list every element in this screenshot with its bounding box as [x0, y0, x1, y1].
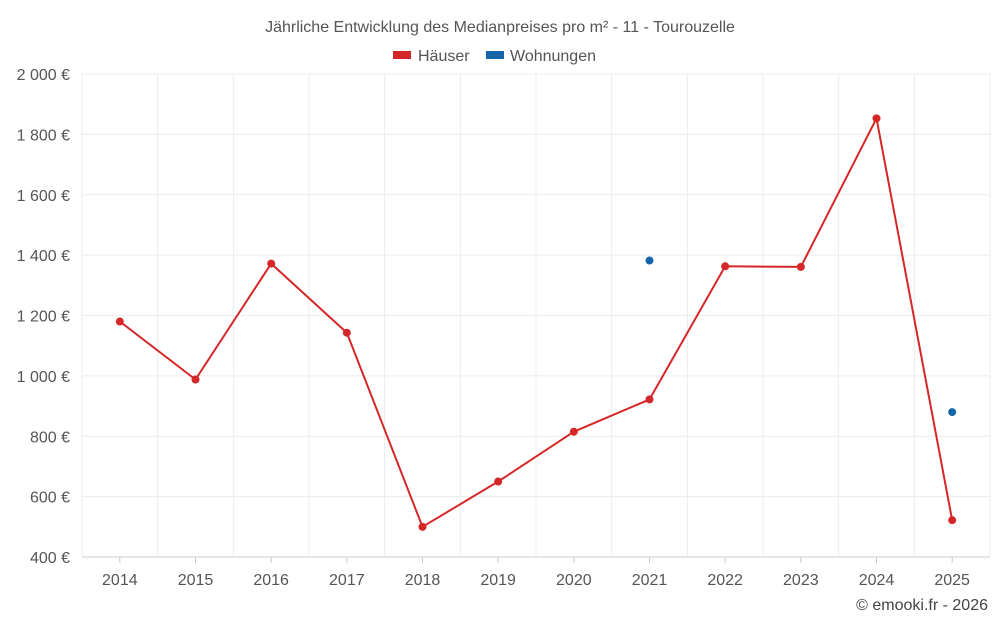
credit-text: © emooki.fr - 2026	[856, 597, 988, 614]
y-tick-label: 1 400 €	[17, 248, 70, 265]
y-tick-label: 400 €	[30, 550, 70, 567]
series-line-houses	[119, 117, 954, 528]
y-tick-label: 1 000 €	[17, 369, 70, 386]
y-tick-label: 1 800 €	[17, 127, 70, 144]
x-tick-label: 2025	[934, 572, 970, 589]
legend: Häuser Wohnungen	[393, 48, 596, 65]
y-tick-label: 600 €	[30, 490, 70, 507]
data-point-houses	[342, 328, 351, 337]
x-tick-label: 2023	[783, 572, 819, 589]
y-tick-label: 800 €	[30, 429, 70, 446]
x-tick-label: 2017	[329, 572, 365, 589]
grid	[81, 73, 991, 558]
series-layer	[115, 114, 957, 531]
data-point-houses	[645, 395, 654, 404]
x-tick-label: 2020	[556, 572, 592, 589]
axes: 400 € 600 € 800 € 1 000 € 1 200 € 1 400 € 1 60…	[17, 67, 970, 589]
legend-swatch-houses	[393, 51, 411, 59]
data-point-houses	[267, 259, 276, 268]
data-point-houses	[418, 522, 427, 531]
legend-label-apartments: Wohnungen	[510, 48, 596, 65]
legend-item-houses[interactable]: Häuser	[393, 48, 470, 65]
data-point-apartments	[948, 408, 957, 417]
y-tick-label: 1 600 €	[17, 188, 70, 205]
x-tick-label: 2015	[178, 572, 214, 589]
data-point-houses	[569, 427, 578, 436]
y-tick-label: 1 200 €	[17, 309, 70, 326]
legend-label-houses: Häuser	[418, 48, 470, 65]
data-point-houses	[191, 375, 200, 384]
legend-swatch-apartments	[486, 51, 504, 59]
data-point-houses	[948, 516, 957, 525]
y-tick-label: 2 000 €	[17, 67, 70, 84]
data-point-apartments	[645, 256, 654, 265]
x-tick-label: 2016	[253, 572, 289, 589]
x-tick-label: 2022	[707, 572, 743, 589]
chart-title: Jährliche Entwicklung des Medianpreises …	[265, 19, 735, 36]
data-point-houses	[796, 262, 805, 271]
x-tick-label: 2018	[405, 572, 441, 589]
data-point-houses	[115, 317, 124, 326]
x-tick-label: 2014	[102, 572, 138, 589]
legend-item-apartments[interactable]: Wohnungen	[486, 48, 596, 65]
x-tick-label: 2019	[480, 572, 516, 589]
data-point-houses	[872, 114, 881, 123]
x-tick-label: 2021	[632, 572, 668, 589]
x-tick-label: 2024	[859, 572, 895, 589]
data-point-houses	[721, 262, 730, 271]
data-point-houses	[494, 477, 503, 486]
